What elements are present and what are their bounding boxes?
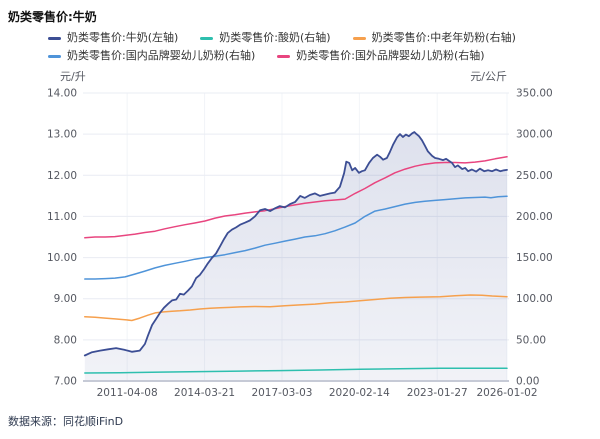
legend-label-milk: 奶类零售价:牛奶(左轴) [67, 31, 179, 44]
legend-label-yogurt: 奶类零售价:酸奶(右轴) [219, 31, 331, 44]
series-line-yogurt [84, 367, 508, 374]
legend-swatch-elder-powder-icon [352, 36, 366, 40]
left-axis-tick-label: 12.00 [47, 170, 77, 182]
plot-area[interactable] [84, 93, 507, 381]
series-line-domestic-formula [84, 195, 508, 280]
legend-swatch-domestic-formula-icon [48, 54, 61, 58]
left-axis-unit: 元/升 [60, 70, 86, 83]
legend-label-foreign-formula: 奶类零售价:国外品牌婴幼儿奶粉(右轴) [296, 49, 485, 62]
right-axis-tick-label: 200.00 [516, 211, 553, 223]
right-axis-tick-label: 150.00 [516, 252, 553, 264]
right-axis-tick-label: 50.00 [516, 334, 546, 346]
left-axis-tick-label: 14.00 [47, 88, 77, 100]
left-axis-tick-label: 13.00 [47, 129, 77, 141]
legend-item-domestic-formula[interactable]: 奶类零售价:国内品牌婴幼儿奶粉(右轴) [48, 48, 255, 64]
legend-label-domestic-formula: 奶类零售价:国内品牌婴幼儿奶粉(右轴) [67, 49, 256, 62]
series-line-elder-powder [84, 294, 508, 322]
legend-swatch-milk-icon [48, 36, 61, 40]
right-axis-unit: 元/公斤 [470, 70, 507, 83]
right-axis-tick-label: 300.00 [516, 129, 553, 141]
series-line-milk [83, 131, 508, 357]
left-axis-tick-label: 10.00 [47, 252, 77, 264]
left-axis-tick-label: 11.00 [47, 211, 77, 223]
right-axis-tick-label: 100.00 [516, 293, 553, 305]
x-axis-tick-label: 2023-01-27 [407, 387, 468, 399]
left-axis-tick-label: 9.00 [54, 293, 77, 305]
left-axis-tick-label: 8.00 [54, 334, 77, 346]
legend-swatch-foreign-formula-icon [277, 54, 291, 58]
series-area-milk [84, 132, 508, 381]
legend: 奶类零售价:牛奶(左轴) 奶类零售价:酸奶(右轴) 奶类零售价:中老年奶粉(右轴… [0, 29, 600, 65]
legend-item-yogurt[interactable]: 奶类零售价:酸奶(右轴) [200, 30, 331, 46]
legend-item-milk[interactable]: 奶类零售价:牛奶(左轴) [48, 30, 178, 46]
right-axis-tick-label: 350.00 [516, 88, 553, 100]
chart-title: 奶类零售价:牛奶 [8, 10, 97, 24]
chart-canvas[interactable]: 14.00 350.00 13.00 300.00 12.00 250.00 11.00 20… [0, 0, 600, 405]
left-axis-tick-label: 7.00 [54, 376, 77, 388]
x-axis-tick-label: 2026-01-02 [476, 387, 537, 399]
right-axis-tick-label: 0.00 [516, 376, 539, 388]
legend-item-foreign-formula[interactable]: 奶类零售价:国外品牌婴幼儿奶粉(右轴) [277, 48, 485, 64]
x-axis-tick-label: 2020-02-14 [329, 387, 390, 399]
legend-row-1: 奶类零售价:牛奶(左轴) 奶类零售价:酸奶(右轴) 奶类零售价:中老年奶粉(右轴… [0, 29, 600, 47]
series-line-foreign-formula [84, 156, 508, 239]
x-axis-tick-label: 2017-03-03 [251, 387, 312, 399]
legend-item-elder-powder[interactable]: 奶类零售价:中老年奶粉(右轴) [352, 30, 516, 46]
x-axis-tick-label: 2011-04-08 [97, 387, 158, 399]
data-source: 数据来源：同花顺iFinD [8, 415, 124, 428]
x-axis-tick-label: 2014-03-21 [174, 387, 235, 399]
legend-row-2: 奶类零售价:国内品牌婴幼儿奶粉(右轴) 奶类零售价:国外品牌婴幼儿奶粉(右轴) [0, 47, 600, 65]
right-axis-tick-label: 250.00 [516, 170, 553, 182]
legend-label-elder-powder: 奶类零售价:中老年奶粉(右轴) [371, 31, 516, 44]
legend-swatch-yogurt-icon [200, 36, 214, 40]
